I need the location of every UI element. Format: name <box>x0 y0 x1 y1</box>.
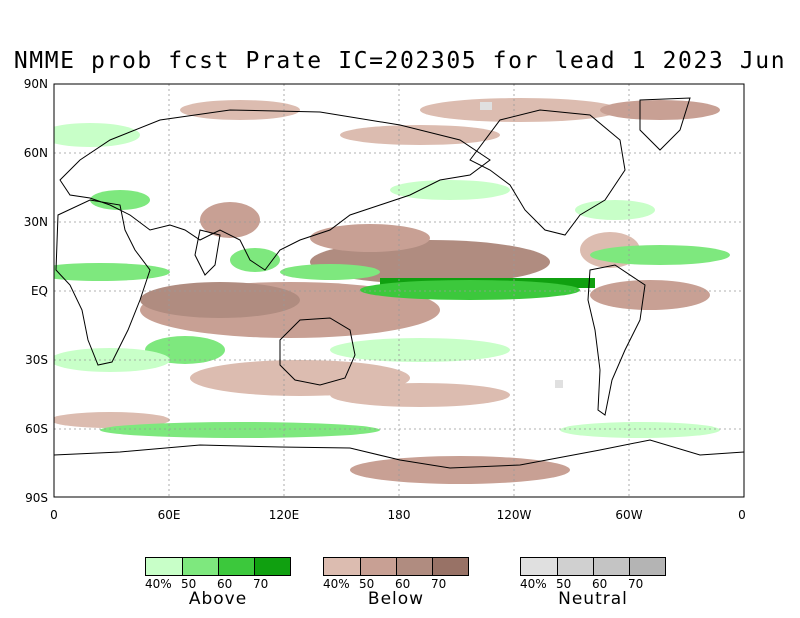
legend-tick: 50 <box>556 577 572 591</box>
legend-swatches <box>323 557 469 576</box>
lat-label: 60S <box>25 422 48 436</box>
legend-neutral: 40% 50 60 70 Neutral <box>520 557 666 609</box>
neutral-areas <box>480 102 563 388</box>
lon-label: 120W <box>497 508 532 522</box>
legend-tick: 60 <box>217 577 233 591</box>
legend-tick: 70 <box>431 577 447 591</box>
lon-label: 60E <box>158 508 181 522</box>
legend-swatch <box>557 558 593 575</box>
legend-swatch <box>593 558 629 575</box>
legend-tick: 40% <box>323 577 350 591</box>
map-title: NMME prob fcst Prate IC=202305 for lead … <box>13 48 787 74</box>
legend-category: Above <box>188 589 248 609</box>
legend-tick: 40% <box>520 577 547 591</box>
legend-below: 40% 50 60 70 Below <box>323 557 469 609</box>
legend-tick: 70 <box>628 577 644 591</box>
legend-swatch <box>629 558 665 575</box>
legend-swatch <box>432 558 468 575</box>
below-normal-areas <box>54 98 720 484</box>
legend-swatch <box>396 558 432 575</box>
lon-label: 0 <box>738 508 746 522</box>
latitude-labels: 90N 60N 30N EQ 30S 60S 90S <box>24 77 48 505</box>
legend-swatches <box>145 557 291 576</box>
lat-label: 30S <box>25 353 48 367</box>
lat-label: 60N <box>24 146 48 160</box>
legend-tick: 50 <box>181 577 197 591</box>
legend-swatch <box>218 558 254 575</box>
lon-label: 0 <box>50 508 58 522</box>
map-frame <box>53 83 745 498</box>
lon-label: 180 <box>388 508 411 522</box>
coastlines <box>53 97 745 469</box>
longitude-labels: 0 60E 120E 180 120W 60W 0 <box>50 508 746 522</box>
probability-shading <box>54 98 730 484</box>
legend-swatch <box>521 558 557 575</box>
legend-swatch <box>182 558 218 575</box>
lat-label: 30N <box>24 215 48 229</box>
legend-category: Neutral <box>558 589 628 609</box>
lat-label: 90S <box>25 491 48 505</box>
lat-label: 90N <box>24 77 48 91</box>
legend-above: 40% 50 60 70 Above <box>145 557 291 609</box>
lon-label: 120E <box>269 508 300 522</box>
legend-tick: 50 <box>359 577 375 591</box>
legend-swatch <box>360 558 396 575</box>
lat-label: EQ <box>31 284 48 298</box>
above-normal-areas <box>54 123 730 438</box>
legend-swatch <box>324 558 360 575</box>
legend-swatches <box>520 557 666 576</box>
legend-swatch <box>254 558 290 575</box>
lon-label: 60W <box>615 508 642 522</box>
graticule <box>54 84 744 497</box>
legend-swatch <box>146 558 182 575</box>
legend-category: Below <box>367 589 425 609</box>
legend-tick: 40% <box>145 577 172 591</box>
legend-tick: 70 <box>253 577 269 591</box>
legend-tick: 60 <box>592 577 608 591</box>
legend-tick: 60 <box>395 577 411 591</box>
